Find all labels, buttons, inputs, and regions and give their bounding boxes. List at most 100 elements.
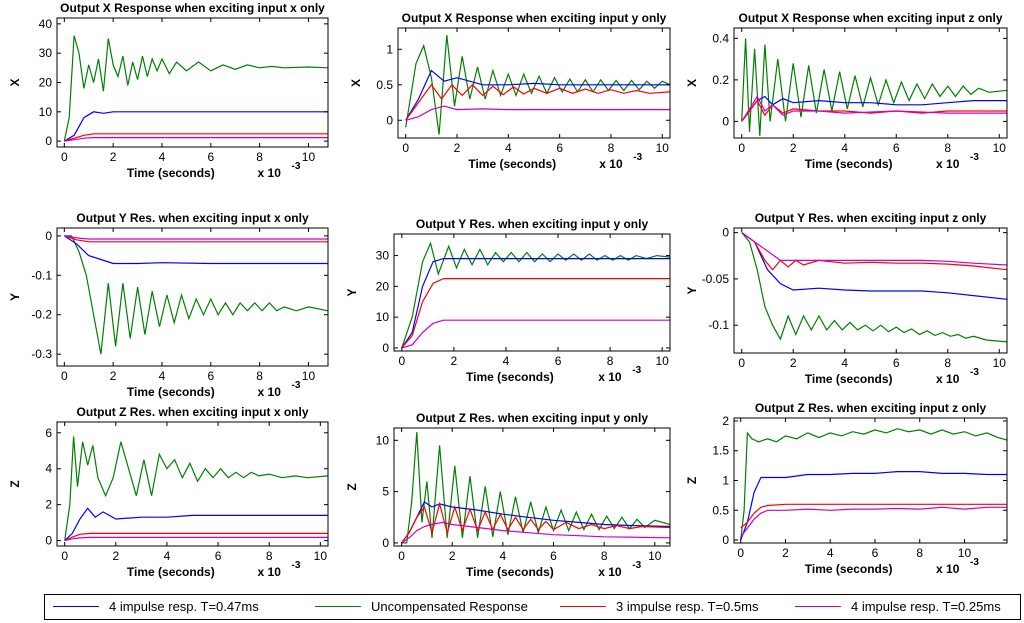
series-line bbox=[741, 99, 1007, 122]
x-tick-label: 0 bbox=[61, 150, 68, 164]
y-axis-label: Z bbox=[345, 483, 359, 490]
x-multiplier: x 10 bbox=[598, 370, 622, 384]
legend-label-blue: 4 impulse resp. T=0.47ms bbox=[109, 599, 259, 614]
y-tick-label: 0 bbox=[45, 229, 52, 243]
y-tick-label: 1.5 bbox=[712, 444, 729, 458]
series-line bbox=[64, 133, 328, 142]
x-tick-label: 4 bbox=[500, 549, 507, 563]
x-multiplier: x 10 bbox=[936, 157, 960, 171]
legend-line-green bbox=[315, 606, 361, 607]
y-axis-label: Y bbox=[345, 288, 359, 296]
x-tick-label: 10 bbox=[302, 369, 316, 383]
series-line bbox=[405, 105, 670, 121]
series-line bbox=[63, 235, 328, 265]
series-line bbox=[741, 38, 1007, 136]
x-multiplier: x 10 bbox=[598, 565, 622, 579]
y-tick-label: 2 bbox=[45, 498, 52, 512]
series-line bbox=[401, 501, 670, 544]
axes-frame bbox=[56, 421, 329, 547]
subplot-3: Output X Response when exciting input z … bbox=[685, 11, 1008, 171]
y-axis-label: Z bbox=[8, 480, 22, 487]
series-line bbox=[741, 95, 1007, 122]
subplot-title: Output X Response when exciting input y … bbox=[402, 11, 667, 25]
x-multiplier-exponent: -3 bbox=[970, 557, 979, 568]
series-line bbox=[405, 35, 670, 135]
x-tick-label: 8 bbox=[944, 356, 951, 370]
x-tick-label: 4 bbox=[503, 354, 510, 368]
subplot-2: Output X Response when exciting input y … bbox=[349, 11, 671, 171]
series-line bbox=[741, 95, 1007, 122]
x-tick-label: 2 bbox=[451, 354, 458, 368]
x-tick-label: 6 bbox=[555, 354, 562, 368]
x-tick-label: 10 bbox=[302, 150, 316, 164]
x-multiplier: x 10 bbox=[599, 157, 623, 171]
x-axis-label: Time (seconds) bbox=[805, 372, 893, 386]
x-tick-label: 4 bbox=[841, 141, 848, 155]
subplot-title: Output Z Res. when exciting input x only bbox=[76, 405, 308, 419]
x-axis-label: Time (seconds) bbox=[466, 370, 554, 384]
y-tick-label: 0 bbox=[382, 536, 389, 550]
x-tick-label: 2 bbox=[790, 141, 797, 155]
y-axis-label: X bbox=[685, 79, 699, 87]
subplot-title: Output X Response when exciting input z … bbox=[738, 11, 1002, 25]
x-axis-label: Time (seconds) bbox=[805, 157, 893, 171]
x-multiplier-exponent: -3 bbox=[970, 152, 979, 163]
x-tick-label: 10 bbox=[656, 141, 670, 155]
x-axis-label: Time (seconds) bbox=[468, 157, 556, 171]
y-tick-label: 4 bbox=[45, 462, 52, 476]
axes-frame bbox=[397, 27, 671, 139]
series-line bbox=[741, 232, 1007, 271]
legend-label-red: 3 impulse resp. T=0.5ms bbox=[616, 599, 759, 614]
x-tick-label: 10 bbox=[656, 354, 670, 368]
y-tick-label: 30 bbox=[39, 46, 53, 60]
x-tick-label: 8 bbox=[608, 141, 615, 155]
subplot-6: Output Y Res. when exciting input z only… bbox=[685, 211, 1008, 386]
y-tick-label: 1 bbox=[722, 474, 729, 488]
y-axis-label: Y bbox=[685, 286, 699, 294]
series-line bbox=[405, 83, 670, 121]
subplot-title: Output Y Res. when exciting input y only bbox=[416, 217, 649, 231]
series-line bbox=[401, 278, 670, 349]
x-multiplier-exponent: -3 bbox=[292, 560, 301, 571]
x-multiplier-exponent: -3 bbox=[970, 367, 979, 378]
x-tick-label: 0 bbox=[738, 141, 745, 155]
y-tick-label: -0.3 bbox=[31, 347, 52, 361]
x-tick-label: 2 bbox=[112, 549, 119, 563]
x-tick-label: 2 bbox=[449, 549, 456, 563]
y-tick-label: 0.5 bbox=[712, 503, 729, 517]
x-axis-label: Time (seconds) bbox=[127, 385, 215, 399]
x-multiplier: x 10 bbox=[258, 565, 282, 579]
series-line bbox=[64, 137, 328, 142]
x-tick-label: 0 bbox=[61, 369, 68, 383]
x-tick-label: 8 bbox=[944, 141, 951, 155]
axes-frame bbox=[393, 233, 671, 352]
series-line bbox=[64, 532, 328, 542]
series-line bbox=[741, 232, 1007, 266]
x-tick-label: 6 bbox=[872, 546, 879, 560]
x-multiplier: x 10 bbox=[258, 166, 282, 180]
y-tick-label: 0 bbox=[722, 114, 729, 128]
x-tick-label: 6 bbox=[893, 356, 900, 370]
axes-frame bbox=[733, 27, 1008, 139]
subplot-7: Output Z Res. when exciting input x only… bbox=[8, 405, 329, 579]
x-multiplier-exponent: -3 bbox=[292, 380, 301, 391]
axes-frame bbox=[393, 427, 671, 547]
series-line bbox=[63, 35, 328, 142]
x-tick-label: 6 bbox=[556, 141, 563, 155]
y-tick-label: 0.4 bbox=[712, 31, 729, 45]
subplot-title: Output Z Res. when exciting input y only bbox=[416, 411, 648, 425]
y-tick-label: 0.5 bbox=[376, 78, 393, 92]
x-axis-label: Time (seconds) bbox=[127, 166, 215, 180]
series-line bbox=[64, 235, 328, 355]
x-tick-label: 0 bbox=[402, 141, 409, 155]
x-axis-label: Time (seconds) bbox=[127, 565, 215, 579]
y-tick-label: 0 bbox=[722, 533, 729, 547]
y-tick-label: 40 bbox=[39, 17, 53, 31]
figure: Output X Response when exciting input x … bbox=[8, 1, 1008, 579]
series-line bbox=[64, 436, 328, 541]
legend-label-green: Uncompensated Response bbox=[371, 599, 528, 614]
y-tick-label: 0 bbox=[45, 534, 52, 548]
x-tick-label: 4 bbox=[827, 546, 834, 560]
x-multiplier-exponent: -3 bbox=[292, 161, 301, 172]
x-tick-label: 6 bbox=[207, 150, 214, 164]
